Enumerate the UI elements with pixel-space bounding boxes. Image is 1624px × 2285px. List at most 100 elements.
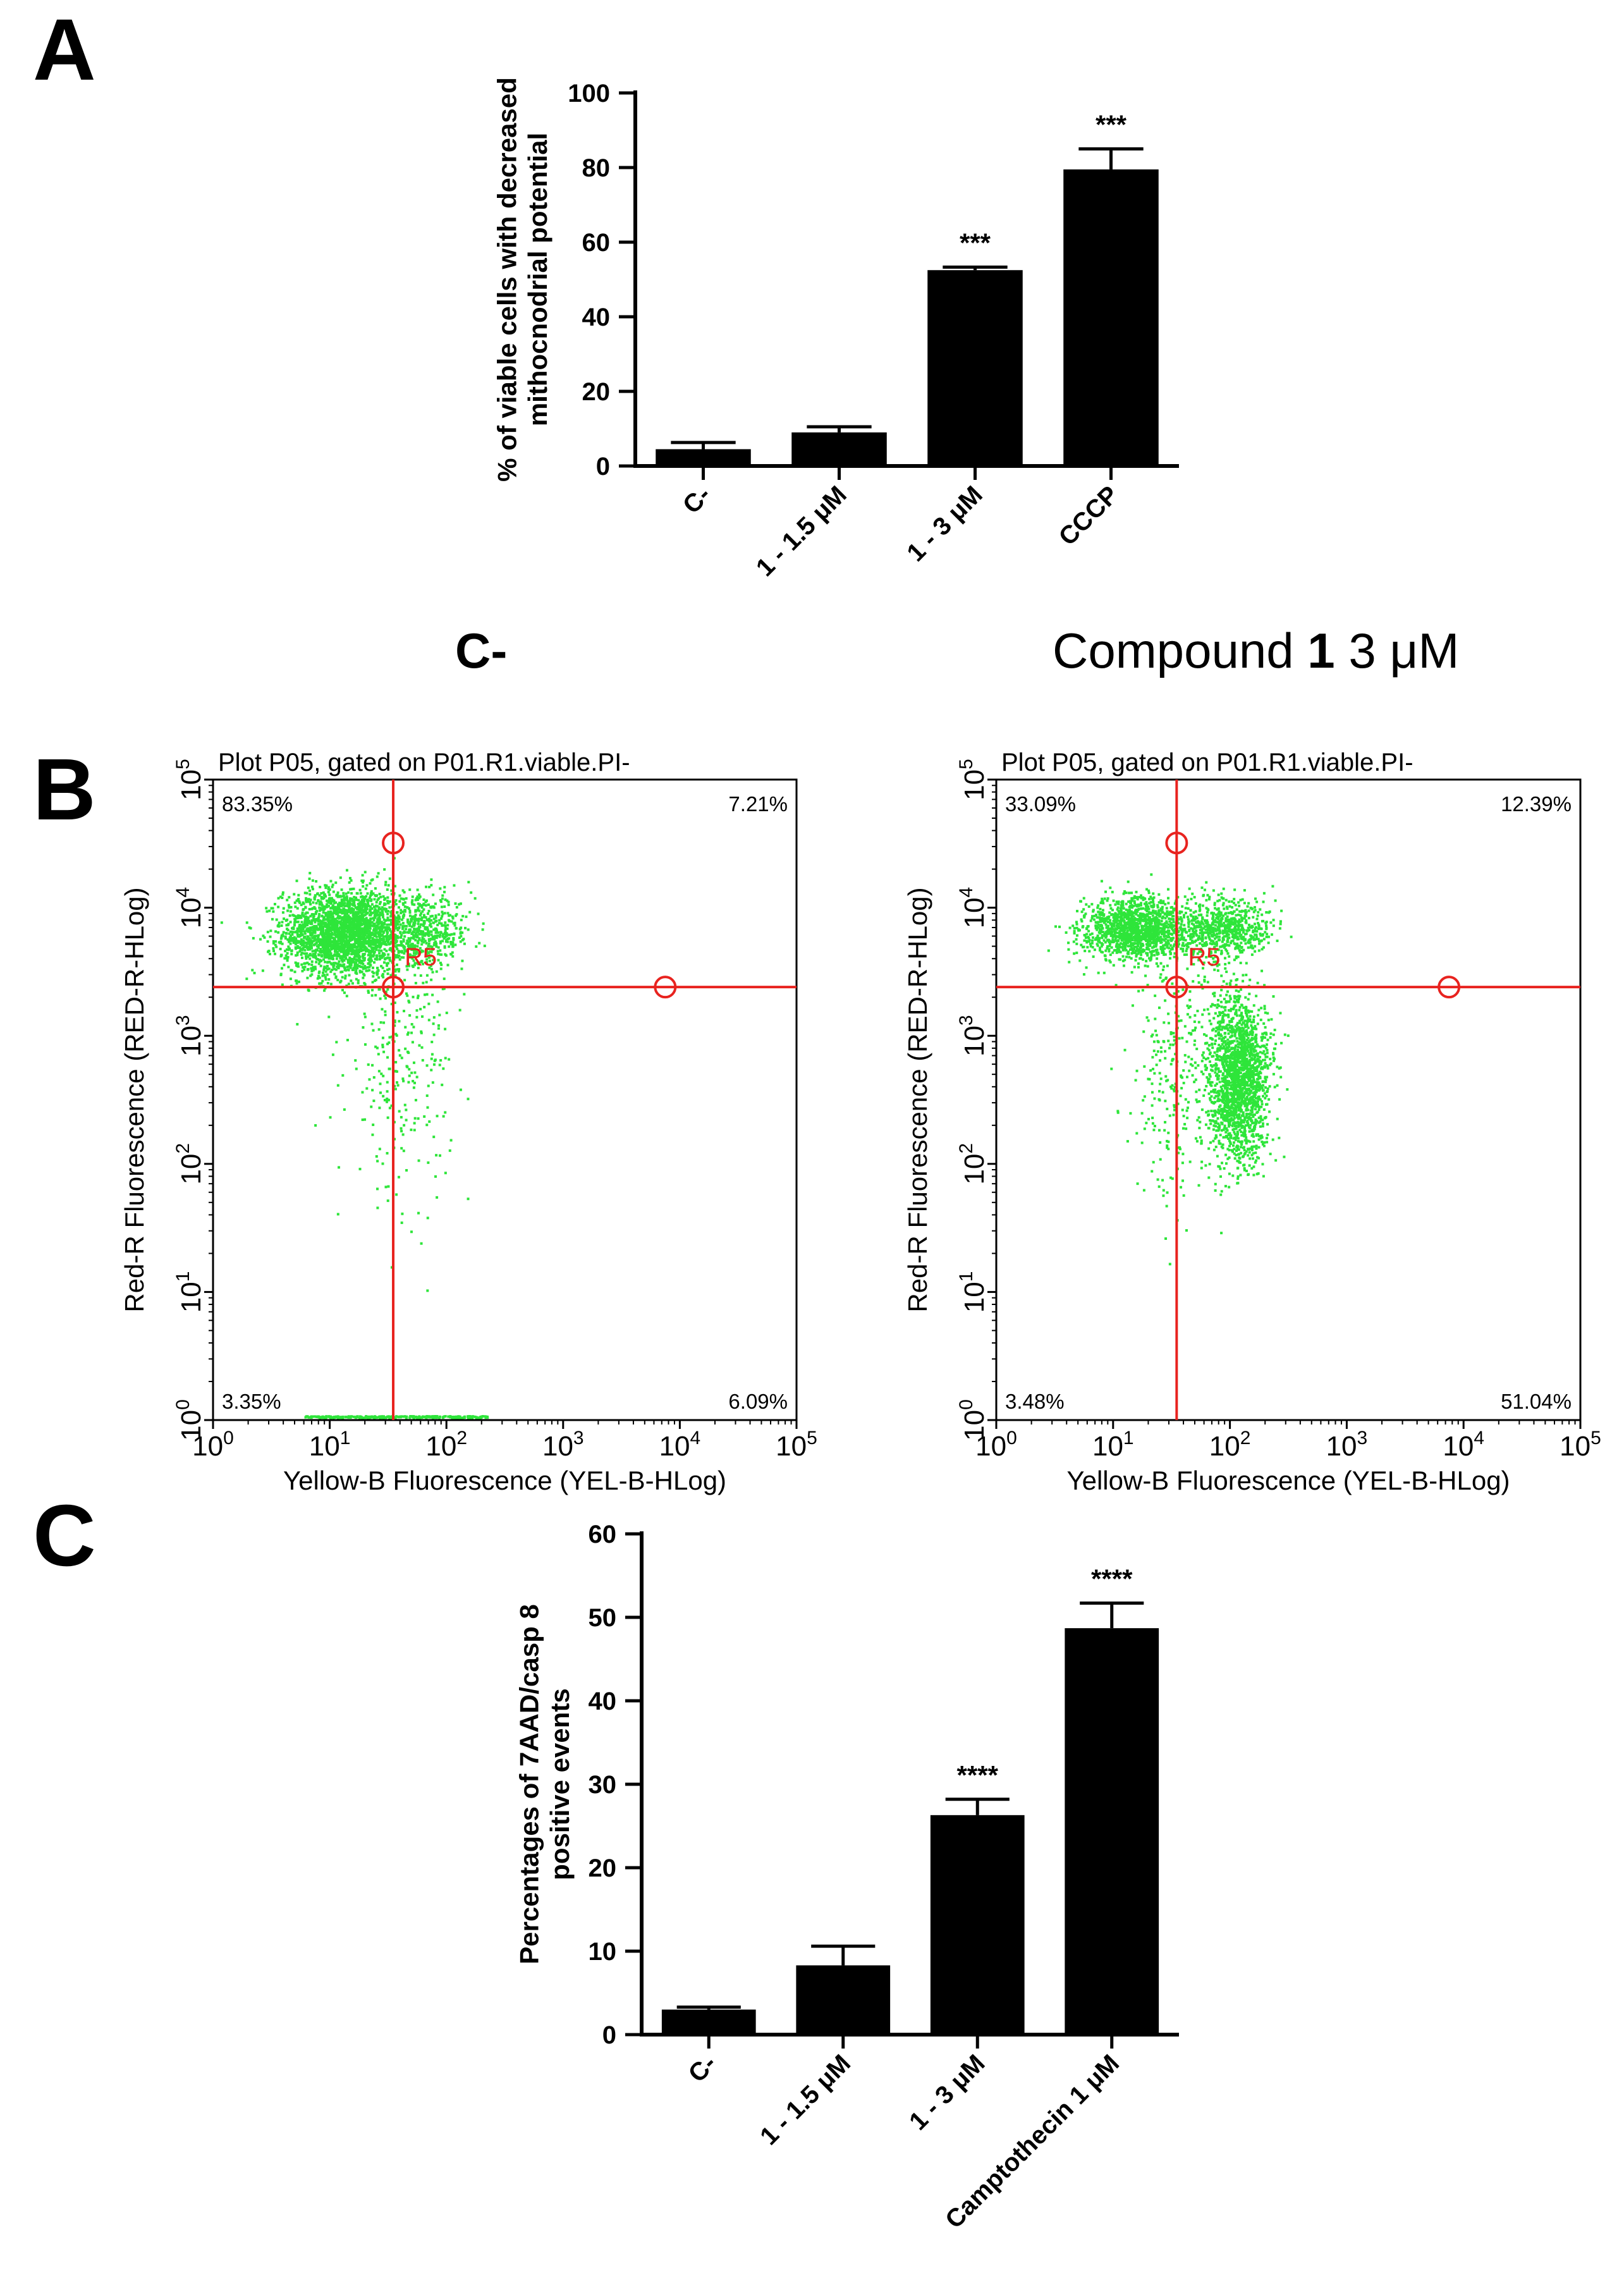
event-dot	[384, 897, 387, 900]
event-dot	[310, 1416, 313, 1419]
event-dot	[322, 969, 326, 972]
event-dot	[403, 891, 406, 894]
event-dot	[346, 902, 350, 905]
event-dot	[375, 958, 379, 961]
event-dot	[1119, 921, 1122, 924]
event-dot	[1148, 957, 1151, 960]
event-dot	[394, 903, 398, 906]
event-dot	[454, 902, 457, 905]
event-dot	[1116, 940, 1119, 943]
event-dot	[317, 962, 321, 965]
event-dot	[352, 914, 355, 917]
event-dot	[282, 907, 285, 910]
event-dot	[438, 919, 441, 922]
event-dot	[437, 922, 441, 925]
event-dot	[344, 967, 347, 970]
event-dot	[323, 932, 326, 935]
event-dot	[324, 1416, 327, 1419]
event-dot	[375, 912, 379, 915]
event-dot	[430, 933, 433, 936]
event-dot	[439, 887, 442, 890]
event-dot	[268, 952, 271, 955]
event-dot	[379, 900, 382, 904]
event-dot	[363, 1043, 367, 1046]
event-dot	[314, 956, 317, 959]
event-dot	[339, 945, 342, 948]
event-dot	[362, 1026, 365, 1029]
event-dot	[410, 1415, 413, 1418]
event-dot	[1155, 962, 1158, 965]
event-dot	[377, 1053, 380, 1056]
event-dot	[370, 994, 374, 997]
event-dot	[1097, 971, 1100, 974]
event-dot	[318, 960, 321, 963]
event-dot	[422, 962, 425, 965]
event-dot	[427, 1019, 430, 1022]
event-dot	[1078, 959, 1082, 962]
event-dot	[330, 963, 333, 966]
event-dot	[379, 1021, 382, 1024]
event-dot	[1164, 934, 1168, 938]
event-dot	[384, 903, 387, 906]
event-dot	[1133, 902, 1136, 905]
event-dot	[482, 922, 485, 925]
event-dot	[286, 928, 290, 931]
event-dot	[401, 916, 405, 919]
event-dot	[360, 962, 363, 965]
event-dot	[1124, 947, 1127, 950]
y-tick-exponent: 5	[173, 759, 193, 769]
event-dot	[362, 916, 365, 919]
event-dot	[1112, 899, 1115, 902]
event-dot	[1118, 945, 1121, 948]
event-dot	[407, 1081, 410, 1084]
gate-handle	[382, 976, 405, 999]
event-dot	[434, 931, 437, 934]
event-dot	[326, 917, 329, 920]
event-dot	[341, 895, 345, 898]
event-dot	[368, 1078, 371, 1081]
event-dot	[318, 941, 321, 945]
event-dot	[336, 950, 339, 953]
event-dot	[382, 1021, 386, 1024]
event-dot	[403, 905, 406, 909]
event-dot	[405, 942, 408, 945]
event-dot	[369, 964, 372, 967]
event-dot	[1109, 927, 1112, 930]
event-dot	[323, 945, 326, 948]
event-dot	[350, 917, 353, 920]
event-dot	[1136, 931, 1139, 934]
event-dot	[339, 895, 342, 898]
event-dot	[378, 935, 381, 938]
event-dot	[1130, 937, 1133, 940]
event-dot	[321, 920, 324, 923]
bar	[656, 449, 751, 466]
event-dot	[1157, 937, 1161, 940]
event-dot	[371, 1089, 374, 1092]
event-dot	[1137, 918, 1140, 921]
event-dot	[310, 933, 313, 936]
event-dot	[345, 933, 348, 936]
event-dot	[323, 942, 326, 945]
event-dot	[430, 1040, 434, 1043]
event-dot	[339, 908, 342, 911]
event-dot	[428, 966, 431, 969]
event-dot	[407, 922, 410, 925]
event-dot	[411, 932, 414, 935]
event-dot	[386, 923, 389, 926]
event-dot	[421, 936, 424, 939]
event-dot	[365, 936, 369, 939]
event-dot	[1145, 927, 1148, 930]
event-dot	[336, 962, 339, 965]
event-dot	[415, 934, 418, 937]
y-tick-label: 102	[173, 1143, 207, 1185]
event-dot	[386, 956, 389, 959]
event-dot	[318, 912, 321, 916]
event-dot	[1101, 936, 1104, 939]
event-dot	[379, 914, 382, 917]
event-dot	[294, 915, 297, 918]
event-dot	[397, 906, 400, 909]
event-dot	[439, 949, 442, 952]
event-dot	[408, 888, 412, 891]
event-dot	[1067, 941, 1070, 945]
event-dot	[379, 1415, 382, 1418]
